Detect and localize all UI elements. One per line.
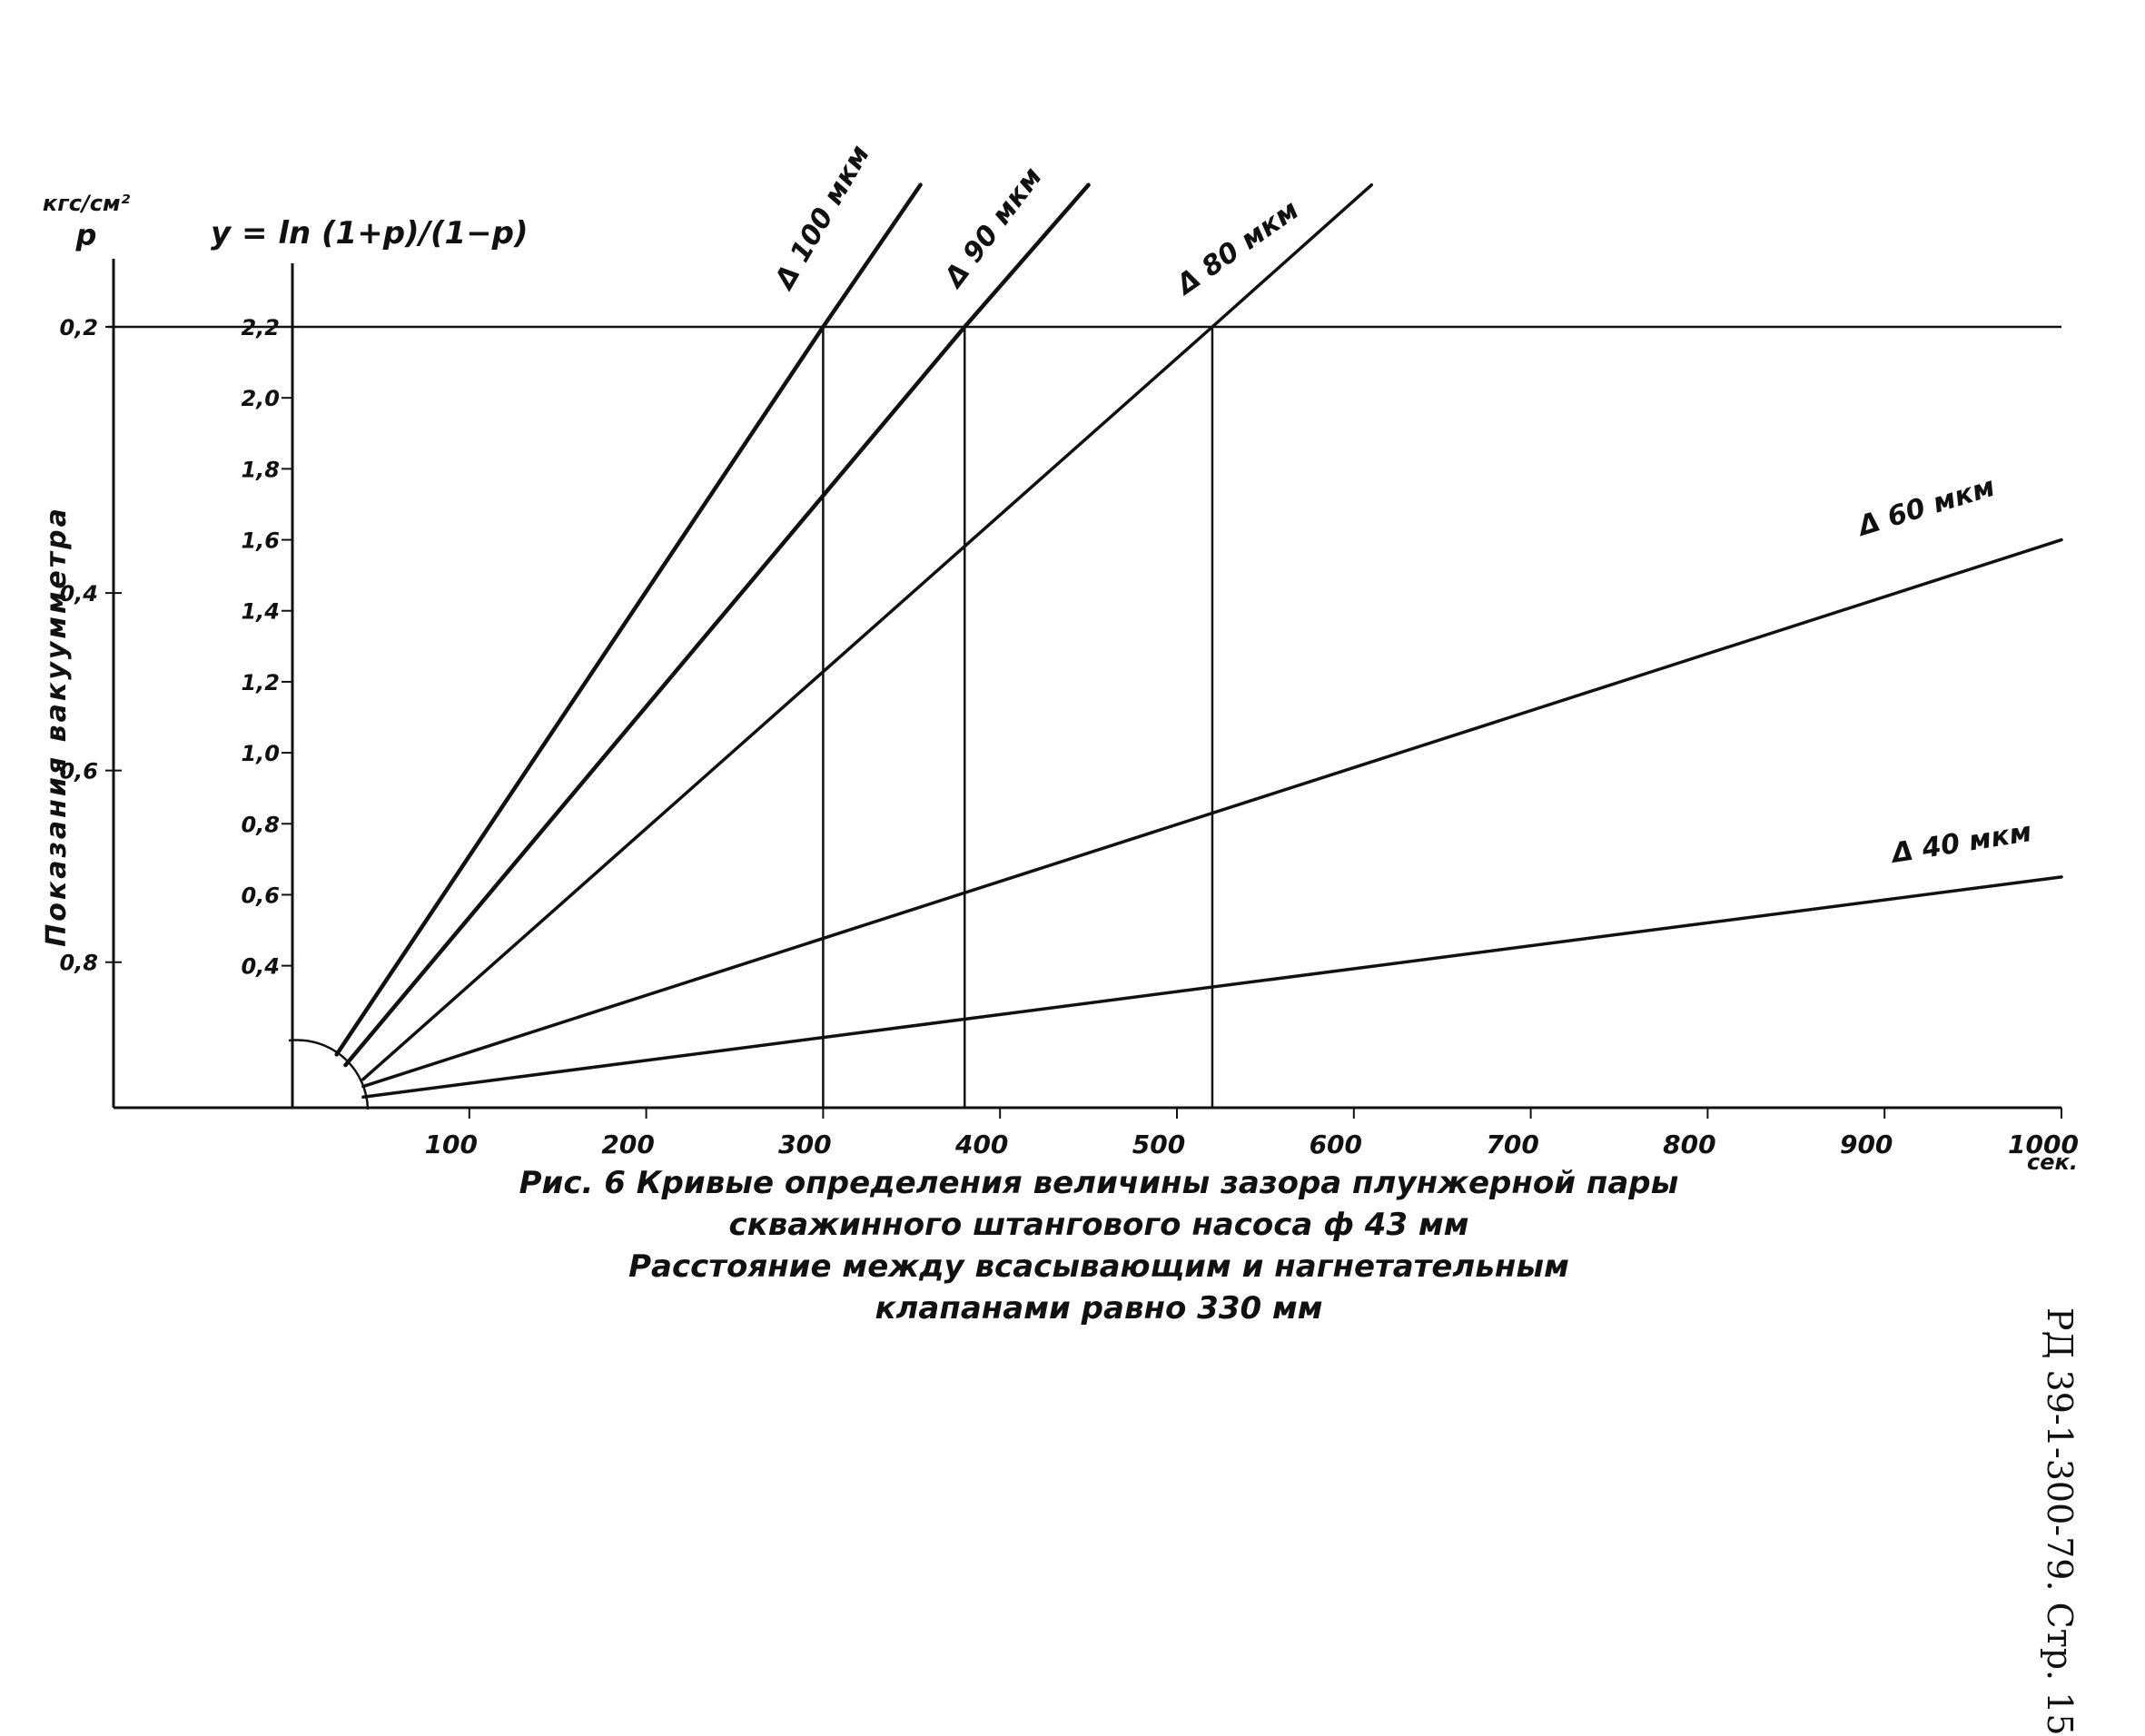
p-axis-unit: кгс/см²	[43, 191, 131, 216]
x-tick-label: 100	[425, 1129, 478, 1159]
caption-line-4: клапанами равно 330 мм	[875, 1290, 1323, 1327]
y-tick-label: 1,4	[241, 599, 280, 625]
document-code: РД 39-1-300-79. Стр. 15	[2040, 1307, 2080, 1736]
x-tick-label: 200	[601, 1129, 654, 1159]
series-label-2: Δ 80 мкм	[1170, 194, 1305, 302]
x-tick-label: 900	[1840, 1129, 1893, 1159]
series-line-0	[334, 182, 923, 1057]
series-line-2	[361, 182, 1374, 1081]
x-tick-label: 500	[1132, 1129, 1185, 1159]
x-tick-label: 1000	[2008, 1129, 2079, 1159]
y-tick-label: 1,8	[241, 457, 280, 482]
x-tick-label: 800	[1663, 1129, 1715, 1159]
x-tick-label: 300	[778, 1129, 831, 1159]
x-tick-label: 400	[954, 1129, 1008, 1159]
p-tick-label: 0,6	[59, 759, 98, 784]
y-tick-label: 2,0	[241, 386, 280, 411]
y-tick-label: 1,6	[241, 528, 280, 554]
origin-arc	[288, 1039, 370, 1110]
x-tick-label: 600	[1310, 1129, 1362, 1159]
figure-caption: Рис. 6 Кривые определения величины зазор…	[509, 1162, 1689, 1329]
y-axis-label: y = ln (1+p)/(1−p)	[211, 215, 529, 252]
axes	[105, 259, 2062, 1119]
caption-line-2: скважинного штангового насоса ф 43 мм	[728, 1207, 1469, 1243]
series-lines	[334, 182, 2063, 1100]
series-line-1	[343, 182, 1091, 1068]
p-tick-label: 0,4	[59, 581, 98, 607]
series-label-4: Δ 40 мкм	[1888, 816, 2034, 870]
y-tick-label: 0,4	[241, 954, 280, 980]
x-tick-label: 700	[1486, 1129, 1538, 1159]
p-axis-label: Показания вакуумметра	[41, 506, 73, 947]
series-line-4	[361, 875, 2063, 1100]
series-label-1: Δ 90 мкм	[937, 162, 1049, 295]
p-axis-symbol: p	[75, 218, 97, 252]
caption-line-3: Расстояние между всасывающим и нагнетате…	[628, 1248, 1569, 1285]
x-axis-label: сек.	[2027, 1149, 2078, 1175]
y-tick-label: 0,8	[241, 812, 280, 837]
p-tick-label: 0,2	[59, 315, 98, 340]
y-tick-label: 1,2	[241, 670, 280, 695]
series-line-3	[361, 538, 2063, 1089]
caption-line-1: Рис. 6 Кривые определения величины зазор…	[519, 1165, 1679, 1201]
y-tick-label: 2,2	[241, 315, 280, 340]
series-label-3: Δ 60 мкм	[1853, 471, 1999, 543]
y-tick-label: 0,6	[241, 883, 280, 908]
p-tick-label: 0,8	[59, 951, 98, 976]
y-tick-label: 1,0	[241, 741, 280, 766]
